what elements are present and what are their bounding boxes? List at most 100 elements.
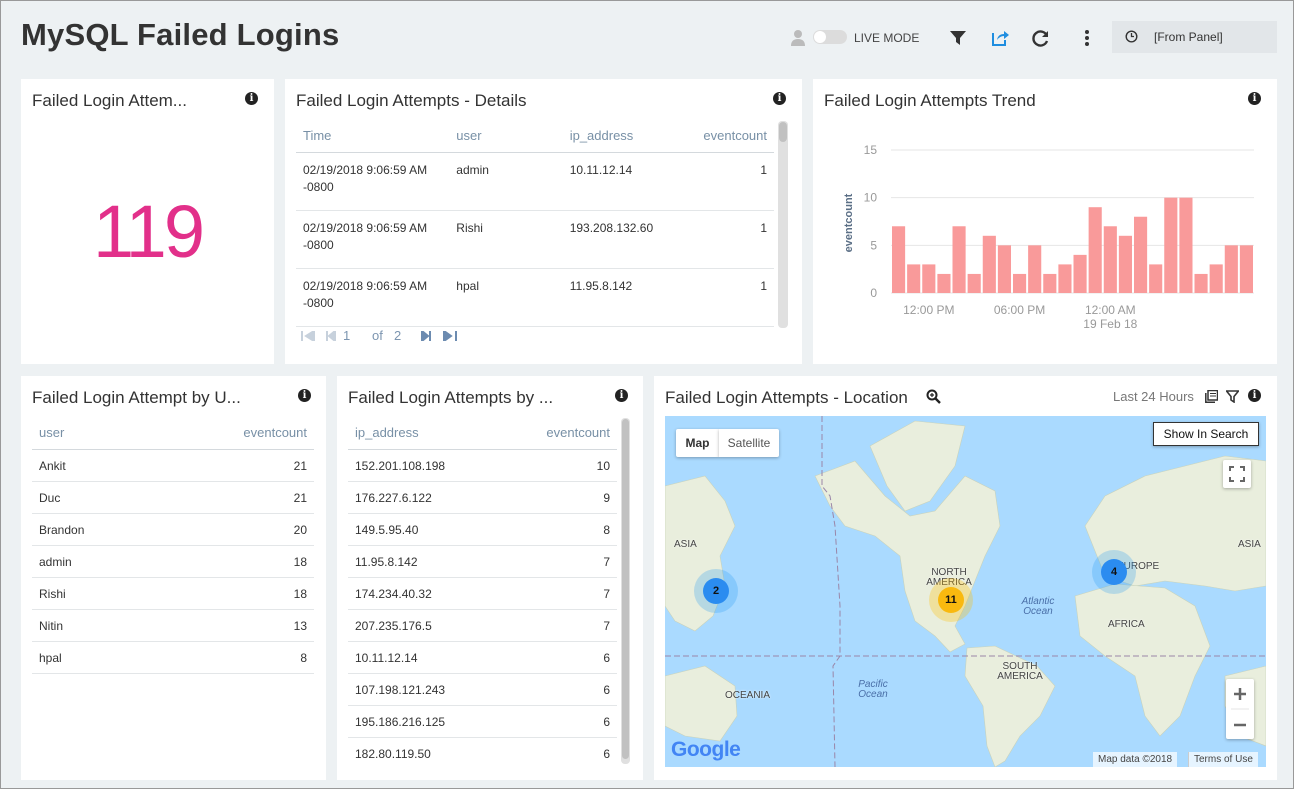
- table-cell: Nitin: [32, 609, 155, 642]
- column-header: user: [32, 415, 155, 450]
- bar: [937, 273, 951, 293]
- time-range-picker[interactable]: [From Panel]: [1112, 21, 1277, 53]
- table-cell: Rishi: [32, 577, 155, 610]
- share-button[interactable]: [990, 28, 1010, 48]
- table-cell: 02/19/2018 9:06:59 AM -0800: [296, 326, 450, 328]
- table-row: Ankit 21: [32, 449, 314, 482]
- user-icon: [791, 30, 805, 46]
- panel-details: Failed Login Attempts - Details i Time us…: [285, 79, 802, 364]
- table-cell: 176.227.6.122: [348, 481, 503, 514]
- bar: [1028, 245, 1042, 293]
- table-cell: 11.95.8.142: [562, 268, 697, 327]
- table-row: 02/19/2018 9:06:59 AM -0800Duc11.95.8.14…: [296, 326, 774, 328]
- header-row: ip_address eventcount: [348, 415, 617, 450]
- bar: [922, 264, 936, 293]
- map-label: ASIA: [674, 539, 697, 550]
- bar: [952, 226, 966, 293]
- filter-button[interactable]: [949, 29, 967, 47]
- clock-icon: [1125, 30, 1138, 43]
- table-cell: Duc: [449, 326, 563, 328]
- map[interactable]: ASIA NORTH AMERICA Atlantic Ocean EUROPE…: [665, 416, 1266, 767]
- y-tick-label: 5: [870, 238, 877, 252]
- column-header: Time: [296, 118, 450, 153]
- prev-page-button[interactable]: [326, 331, 336, 341]
- map-label: Pacific Ocean: [858, 679, 888, 700]
- zoom-search-icon[interactable]: [926, 389, 941, 404]
- map-marker[interactable]: 11: [938, 587, 964, 613]
- table-cell: 6: [502, 641, 617, 674]
- scrollbar[interactable]: [621, 418, 630, 764]
- info-icon[interactable]: i: [1248, 389, 1261, 402]
- list-icon[interactable]: [1205, 390, 1218, 403]
- map-attribution: Map data ©2018: [1093, 752, 1178, 767]
- refresh-button[interactable]: [1031, 28, 1051, 48]
- dashboard-title: MySQL Failed Logins: [21, 17, 340, 52]
- bar: [982, 235, 996, 293]
- last-page-button[interactable]: [443, 331, 457, 341]
- map-type-button[interactable]: Satellite: [719, 429, 779, 457]
- map-marker[interactable]: 4: [1101, 559, 1127, 585]
- table-cell: 02/19/2018 9:06:59 AM -0800: [296, 210, 450, 269]
- panel-trend: Failed Login Attempts Trend i 0 5 10 15 even…: [813, 79, 1277, 364]
- time-range-label: Last 24 Hours: [1113, 389, 1194, 404]
- map-label: OCEANIA: [725, 690, 771, 701]
- panel-title: Failed Login Attem...: [32, 91, 187, 110]
- table-row: Duc 21: [32, 481, 314, 514]
- scrollbar[interactable]: [778, 121, 788, 328]
- map-type-button[interactable]: Map: [676, 429, 719, 457]
- info-icon[interactable]: i: [245, 92, 258, 105]
- info-icon[interactable]: i: [298, 389, 311, 402]
- table-cell: 6: [502, 705, 617, 738]
- details-table: Time user ip_address eventcount 02/19/2018 9…: [296, 118, 774, 328]
- filter-icon[interactable]: [1226, 390, 1239, 403]
- zoom-control[interactable]: [1226, 679, 1254, 739]
- table-cell: 195.186.216.125: [348, 705, 503, 738]
- x-date-label: 19 Feb 18: [1083, 317, 1137, 331]
- live-mode-label: LIVE MODE: [854, 31, 920, 45]
- table-cell: hpal: [32, 641, 155, 674]
- bar: [1058, 264, 1072, 293]
- table-cell: 7: [502, 577, 617, 610]
- table-cell: 107.198.121.243: [348, 673, 503, 706]
- bar: [1149, 264, 1163, 293]
- table-cell: 20: [154, 513, 314, 546]
- table-row: admin 18: [32, 545, 314, 578]
- table-row: Nitin 13: [32, 609, 314, 642]
- fullscreen-button[interactable]: [1223, 460, 1251, 488]
- table-cell: 193.208.132.60: [562, 210, 697, 269]
- table-cell: 11.95.8.142: [348, 545, 503, 578]
- bar: [1194, 273, 1208, 293]
- bar: [892, 226, 906, 293]
- map-marker[interactable]: 2: [703, 578, 729, 604]
- bar: [1164, 197, 1178, 293]
- first-page-button[interactable]: [301, 331, 315, 341]
- table-cell: 1: [696, 268, 774, 327]
- table-cell: 207.235.176.5: [348, 609, 503, 642]
- bar: [1103, 226, 1117, 293]
- page-total: 2: [394, 328, 402, 343]
- table-cell: Rishi: [449, 210, 563, 269]
- map-label: ASIA: [1238, 539, 1261, 550]
- map-terms-link[interactable]: Terms of Use: [1188, 752, 1258, 767]
- table-cell: 1: [696, 210, 774, 269]
- table-viewport: user eventcount Ankit 21 Duc 21 Brandon 20 admin…: [32, 415, 314, 674]
- y-tick-label: 10: [864, 191, 878, 205]
- info-icon[interactable]: i: [615, 389, 628, 402]
- y-tick-label: 0: [870, 286, 877, 300]
- table-row: 174.234.40.32 7: [348, 577, 617, 610]
- panel-location: Failed Login Attempts - Location Last 24…: [654, 376, 1277, 780]
- info-icon[interactable]: i: [1248, 92, 1261, 105]
- bar: [1088, 207, 1102, 293]
- x-tick-label: 12:00 PM: [903, 303, 954, 317]
- live-mode-toggle[interactable]: [813, 30, 847, 44]
- bar: [1134, 216, 1148, 293]
- bar: [1179, 197, 1193, 293]
- show-in-search-button[interactable]: Show In Search: [1153, 422, 1259, 446]
- table-cell: 10: [502, 449, 617, 482]
- bar: [967, 273, 981, 293]
- more-button[interactable]: [1083, 29, 1091, 47]
- bar: [997, 245, 1011, 293]
- next-page-button[interactable]: [421, 331, 431, 341]
- info-icon[interactable]: i: [773, 92, 786, 105]
